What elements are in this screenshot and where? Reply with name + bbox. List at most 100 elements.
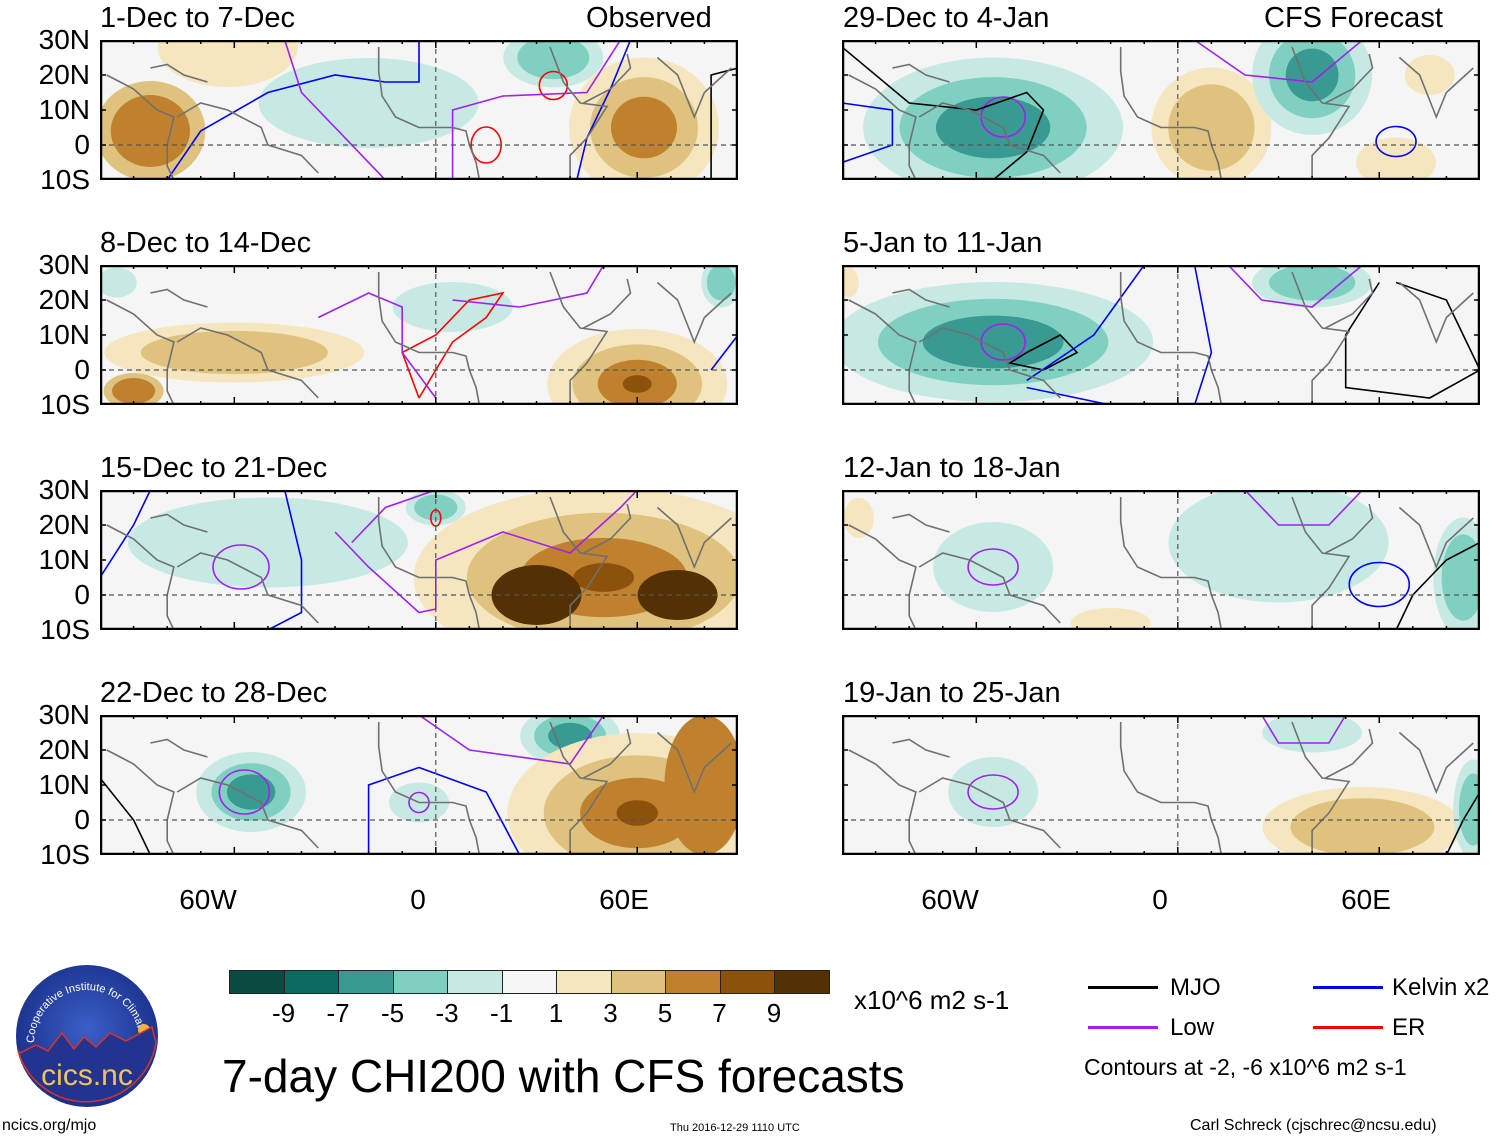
mjo-contour [100,777,152,855]
lat-tick-label: 20N [38,734,90,765]
legend-er-line [1313,1026,1383,1029]
kelvin-contour [710,334,738,371]
coastline [1291,46,1351,180]
coastline [1325,728,1374,779]
map-panel-29-dec-4-jan [842,40,1480,180]
kelvin-contour [267,490,303,630]
anomaly-negative [392,282,513,332]
low-contour [980,323,1026,361]
coastline [918,327,1061,399]
coastline [848,524,917,630]
anomaly-positive [1356,137,1437,180]
map-panel-15-dec-21-dec [100,490,738,630]
lat-tick-label: 30N [38,249,90,280]
coastline [1119,47,1223,180]
anomaly-negative [226,774,276,810]
lat-tick-label: 10S [40,839,90,870]
anomaly-negative [935,96,1051,159]
colorbar-tick-label: -7 [326,998,350,1028]
lat-tick-label: 30N [38,24,90,55]
low-contour [334,490,638,614]
low-contour [1227,265,1364,308]
footer-url[interactable]: ncics.org/mjo [2,1117,97,1134]
anomaly-negative [258,58,479,148]
legend-mjo-line [1088,986,1158,989]
colorbar-tick-label: 5 [657,998,673,1028]
kelvin-contour [1026,265,1213,405]
colorbar-swatch [283,970,339,994]
coastline [583,728,632,779]
er-contour [401,291,505,399]
panel-title: 29-Dec to 4-Jan [843,2,1050,34]
map-panel-22-dec-28-dec [100,715,738,855]
panel-title: 15-Dec to 21-Dec [100,452,328,484]
low-contour [967,774,1019,810]
coastline [549,721,609,855]
lon-tick-label: 60E [599,884,649,915]
coastline [549,271,609,405]
anomaly-negative [100,267,137,298]
anomaly-negative [1168,490,1389,603]
mjo-contour [1007,334,1079,371]
coastline [1398,281,1474,345]
low-contour [967,548,1019,586]
lon-tick-label: 0 [1152,884,1168,915]
mjo-contour [1344,281,1480,399]
lat-tick-label: 0 [74,804,90,835]
panel-title: 19-Jan to 25-Jan [843,677,1061,709]
colorbar-swatch [338,970,394,994]
coastline [1291,496,1351,630]
low-contour [212,544,270,590]
lat-tick-label: 20N [38,59,90,90]
anomaly-negative [933,522,1054,612]
coastline [892,738,950,758]
coastline [106,749,175,855]
observed-label: Observed [586,2,712,34]
legend-kelvin-label: Kelvin x2 [1392,974,1490,1001]
legend-low-label: Low [1170,1014,1215,1041]
coastline [1119,722,1223,855]
contour-note: Contours at -2, -6 x10^6 m2 s-1 [1084,1054,1407,1080]
colorbar-tick-label: 1 [548,998,564,1028]
footer-author[interactable]: Carl Schreck (cjschrec@ncsu.edu) [1190,1117,1437,1134]
colorbar-swatch [447,970,503,994]
map-panel-12-jan-18-jan [842,490,1480,630]
coastline [892,288,950,308]
lat-tick-label: 30N [38,699,90,730]
lon-tick-label: 0 [410,884,426,915]
coastline [656,281,732,345]
coastline [656,506,732,570]
low-contour [1194,40,1364,83]
anomaly-negative [1441,534,1480,621]
coastline [892,513,950,533]
coastline [918,777,1061,849]
panel-title: 12-Jan to 18-Jan [843,452,1061,484]
anomaly-positive [610,96,677,159]
coastline [1119,497,1223,630]
anomaly-negative [948,757,1039,827]
coastline [1119,272,1223,405]
lat-tick-label: 0 [74,354,90,385]
panel-title: 8-Dec to 14-Dec [100,227,312,259]
anomaly-positive [843,498,874,538]
coastline [106,299,175,405]
lon-tick-label: 60W [921,884,979,915]
footer-timestamp: Thu 2016-12-29 1110 UTC [670,1122,800,1134]
anomaly-positive [842,267,859,298]
anomaly-negative [706,265,736,301]
anomaly-positive [1404,55,1455,95]
colorbar-swatch [501,970,557,994]
anomaly-positive [140,330,328,375]
kelvin-contour [166,40,420,180]
anomaly-positive [1070,608,1151,630]
coastline [918,102,1061,174]
colorbar-swatch [774,970,830,994]
coastline [1291,721,1351,855]
low-contour [1244,490,1364,526]
coastline [377,272,481,405]
coastline [848,74,917,180]
legend-er-label: ER [1392,1014,1426,1041]
lat-tick-label: 0 [74,579,90,610]
anomaly-negative [517,40,590,80]
lat-tick-label: 10N [38,544,90,575]
